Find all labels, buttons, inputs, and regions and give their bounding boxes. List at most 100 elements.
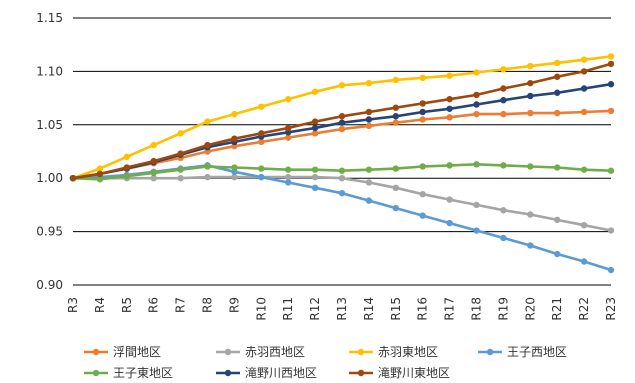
series-2 xyxy=(69,173,615,234)
data-point xyxy=(258,130,265,137)
data-point xyxy=(607,81,615,88)
data-point xyxy=(473,227,480,234)
data-point xyxy=(527,79,534,87)
data-point xyxy=(150,157,157,165)
data-point xyxy=(177,166,184,173)
data-point xyxy=(177,130,184,137)
data-point xyxy=(204,141,211,149)
legend-swatch-marker xyxy=(92,369,100,377)
data-point xyxy=(473,101,480,108)
data-point xyxy=(419,108,426,116)
series-line xyxy=(73,175,612,232)
data-point xyxy=(338,167,346,174)
data-point xyxy=(311,118,319,125)
data-point xyxy=(554,73,561,80)
x-tick-label: R7 xyxy=(174,297,188,313)
data-point xyxy=(365,179,373,186)
legend-item: 王子西地区 xyxy=(478,345,567,359)
data-point xyxy=(446,219,453,227)
data-point xyxy=(500,110,507,118)
data-point xyxy=(473,91,480,99)
data-point xyxy=(419,116,426,123)
legend-item: 滝野川東地区 xyxy=(349,366,450,380)
data-point xyxy=(446,196,453,203)
legend-swatch-marker xyxy=(357,348,365,356)
data-point xyxy=(419,191,426,198)
legend-label: 赤羽東地区 xyxy=(378,345,438,359)
data-point xyxy=(338,119,346,126)
data-point xyxy=(446,162,453,169)
y-axis: 0.90 0.95 1.00 1.05 1.10 1.15 xyxy=(36,11,63,292)
y-tick-label: 1.10 xyxy=(36,64,63,78)
data-point xyxy=(527,163,534,170)
data-point xyxy=(338,189,346,197)
data-point xyxy=(204,163,211,170)
plot-area xyxy=(69,53,615,274)
x-tick-label: R6 xyxy=(147,297,161,313)
data-point xyxy=(311,88,319,95)
data-point xyxy=(392,119,399,126)
data-point xyxy=(285,124,292,132)
data-point xyxy=(311,124,319,132)
x-tick-label: R23 xyxy=(604,297,618,321)
data-point xyxy=(446,72,453,79)
data-point xyxy=(500,97,507,104)
legend-item: 赤羽西地区 xyxy=(216,345,305,359)
data-point xyxy=(258,103,265,110)
data-point xyxy=(311,173,319,181)
x-tick-label: R14 xyxy=(362,297,376,321)
data-point xyxy=(554,164,561,171)
x-axis: R3 R4 R5 R6 R7 R8 R9 R10 R11 R12 R13 R14 R15 R16 R17 R1… xyxy=(66,297,618,321)
data-point xyxy=(96,176,104,183)
data-point xyxy=(258,173,265,181)
data-point xyxy=(177,150,184,157)
data-point xyxy=(580,258,588,265)
data-point xyxy=(338,113,346,120)
x-tick-label: R16 xyxy=(416,297,430,321)
legend-swatch-marker xyxy=(357,369,365,377)
data-point xyxy=(231,164,238,171)
legend-item: 赤羽東地区 xyxy=(349,345,438,359)
data-point xyxy=(419,163,426,170)
x-tick-label: R11 xyxy=(281,297,295,321)
data-point xyxy=(150,175,157,182)
data-point xyxy=(392,204,399,212)
x-tick-label: R8 xyxy=(201,297,215,313)
y-tick-label: 0.90 xyxy=(36,278,63,292)
data-point xyxy=(527,92,534,100)
data-point xyxy=(473,110,480,118)
data-point xyxy=(285,95,292,103)
data-point xyxy=(419,100,426,107)
data-point xyxy=(96,170,104,178)
data-point xyxy=(607,60,615,68)
x-tick-label: R12 xyxy=(308,297,322,321)
data-point xyxy=(231,135,238,142)
x-tick-label: R4 xyxy=(93,297,107,313)
series-5 xyxy=(69,161,615,183)
legend-label: 王子東地区 xyxy=(113,366,173,380)
data-point xyxy=(554,59,561,67)
data-point xyxy=(96,165,104,172)
y-tick-label: 1.05 xyxy=(36,118,63,132)
y-tick-label: 0.95 xyxy=(36,225,63,239)
data-point xyxy=(204,173,211,181)
data-point xyxy=(365,122,373,130)
data-point xyxy=(258,138,265,146)
legend-swatch-marker xyxy=(224,369,232,377)
x-tick-label: R19 xyxy=(496,297,510,321)
x-tick-label: R22 xyxy=(577,297,591,321)
data-point xyxy=(580,108,588,116)
data-point xyxy=(392,184,399,192)
legend-swatch-marker xyxy=(486,348,494,356)
data-point xyxy=(69,175,77,182)
data-point xyxy=(338,125,346,133)
x-tick-label: R10 xyxy=(254,297,268,321)
data-point xyxy=(527,211,534,218)
data-point xyxy=(500,162,507,169)
legend-label: 浮間地区 xyxy=(113,345,161,359)
series-7 xyxy=(69,60,615,182)
x-tick-label: R20 xyxy=(523,297,537,321)
